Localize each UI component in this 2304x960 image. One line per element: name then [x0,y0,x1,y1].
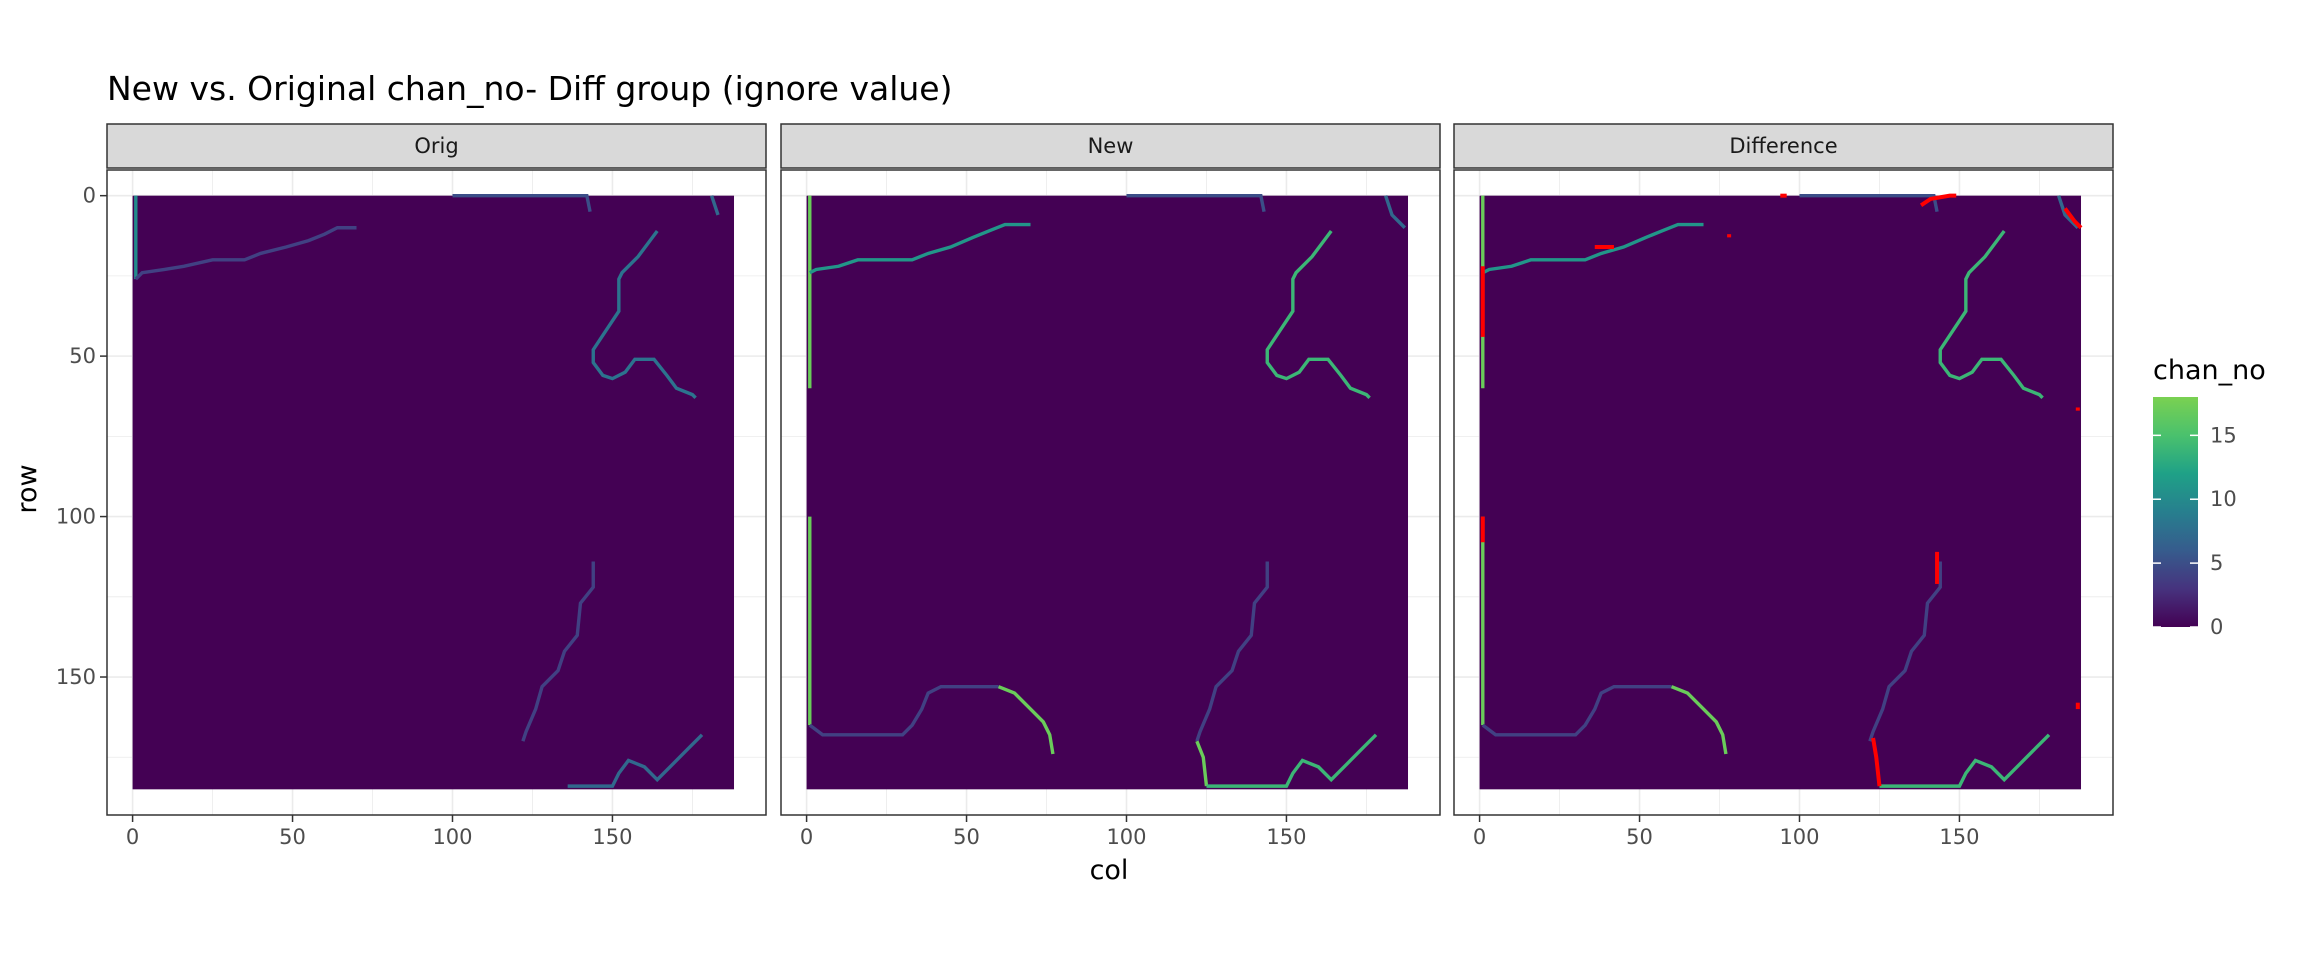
facet-panel-new: New 0 50 100 150 [780,123,1441,849]
channel-lower-left-channel [808,684,999,737]
channel-bottom-right [1206,733,1378,788]
x-tick-label: 100 [432,825,472,849]
x-tick-label: 150 [1939,825,1979,849]
raster-background [132,195,735,790]
y-tick-label: 100 [56,505,96,529]
legend-tick-label: 5 [2210,551,2223,575]
y-tick-label: 50 [69,344,96,368]
legend-tick-label: 0 [2210,615,2223,639]
diff-top-right-diff [2063,207,2083,230]
facet-strip [106,123,767,169]
channel-top-right [2057,195,2080,229]
x-tick-label: 100 [1106,825,1146,849]
channel-lower-middle [521,561,595,742]
x-tick-label: 0 [1473,825,1486,849]
y-tick-label: 0 [83,184,96,208]
y-axis-title: row [12,464,43,513]
y-tick-label: 150 [56,665,96,689]
channel-lower-middle [1868,561,1942,742]
legend-tick-label: 10 [2210,487,2237,511]
diff-lower-middle-diff [1871,737,1882,787]
x-tick-label: 50 [1626,825,1653,849]
channel-top-right [1384,195,1407,229]
facet-strip [1453,123,2114,169]
chart-title: New vs. Original chan_no- Diff group (ig… [107,69,952,108]
channel-lower-left-bend [997,685,1055,755]
x-tick-label: 150 [592,825,632,849]
channel-top-edge [452,193,592,213]
channel-lower-middle [1195,561,1269,742]
panel-border [1453,169,2114,816]
channel-lower-left-bend [1670,685,1728,755]
channel-bottom-right [1879,733,2051,788]
channel-right-channel-a [1265,229,1371,400]
facet-panel-difference: Difference 0 50 100 150 [1453,123,2114,849]
x-tick-label: 150 [1266,825,1306,849]
channel-top-right [710,195,720,216]
x-tick-label: 0 [126,825,139,849]
raster-background [806,195,1409,790]
facet-panel-orig: Orig 0 50 100 150 0 50 100 150 [56,123,767,849]
channel-lower-left-channel [1481,684,1672,737]
channel-top-edge [1799,193,1939,213]
panel-border [780,169,1441,816]
color-legend: chan_no 0 5 10 15 [2153,355,2266,639]
channel-bottom-right [567,733,704,788]
facet-strip-label: Orig [414,134,458,158]
raster-background [1479,195,2082,790]
x-tick-label: 50 [279,825,306,849]
channel-lower-middle-bottom [1195,740,1209,787]
x-axis-title: col [1090,855,1129,886]
channel-right-channel-a [591,229,697,400]
panel-border [106,169,767,816]
channel-upper-left-channel [1482,222,1704,275]
x-tick-label: 100 [1779,825,1819,849]
channel-top-edge [1126,193,1266,213]
legend-title: chan_no [2153,355,2266,386]
facet-strip [780,123,1441,169]
x-tick-label: 0 [800,825,813,849]
legend-tick-label: 15 [2210,423,2237,447]
channel-upper-left-channel [809,222,1031,275]
legend-colorbar [2153,397,2198,627]
x-tick-label: 50 [953,825,980,849]
facet-strip-label: New [1088,134,1134,158]
channel-right-channel-a [1938,229,2044,400]
channel-upper-left-channel [134,226,357,281]
facet-strip-label: Difference [1729,134,1837,158]
diff-top-diff-b [1919,193,1957,207]
